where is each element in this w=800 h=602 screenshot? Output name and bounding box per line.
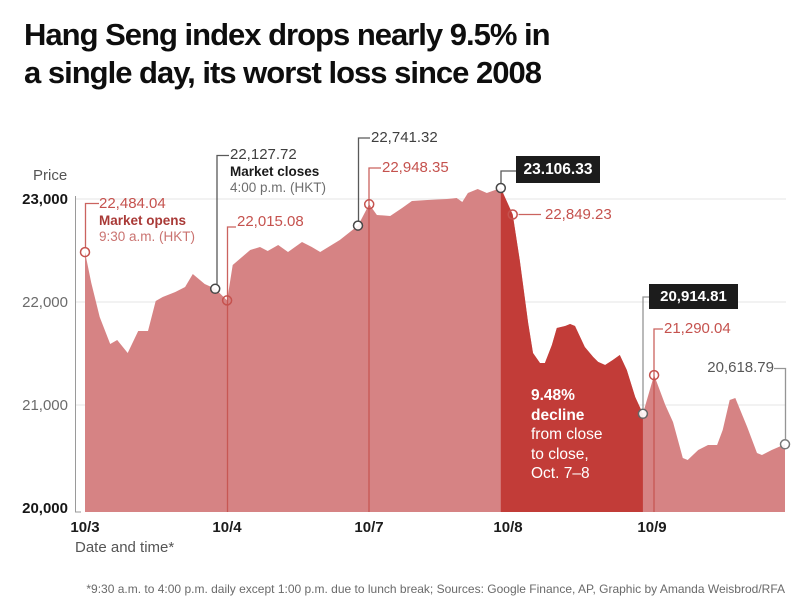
x-axis-title: Date and time* <box>75 539 175 556</box>
open-oct4-value: 22,015.08 <box>237 213 304 230</box>
leader-close-oct4 <box>357 137 370 221</box>
annotation-open-oct7: 22,948.35 <box>382 160 449 176</box>
leader-close-oct7 <box>500 170 516 183</box>
marker-close-oct8 <box>637 408 649 420</box>
open-oct3-time: 9:30 a.m. (HKT) <box>99 229 196 244</box>
title-line-1: Hang Seng index drops nearly 9.5% in <box>24 17 551 52</box>
marker-open-oct9 <box>648 369 660 381</box>
x-tick-10-3: 10/3 <box>70 519 100 536</box>
annotation-open-oct4: 22,015.08 <box>237 214 304 230</box>
annotation-market-close-oct3: 22,127.72 Market closes 4:00 p.m. (HKT) <box>230 147 326 196</box>
close-oct3-time: 4:00 p.m. (HKT) <box>230 180 327 195</box>
marker-open-oct7 <box>363 199 375 210</box>
decline-word: decline <box>531 406 585 424</box>
source-credit-line: *9:30 a.m. to 4:00 p.m. daily except 1:0… <box>86 582 785 596</box>
marker-open-oct8 <box>507 209 518 220</box>
decline-percent: 9.48% <box>531 387 575 404</box>
open-oct7-value: 22,948.35 <box>382 159 449 176</box>
marker-open-oct3 <box>79 246 91 258</box>
close-oct7-value: 23.106.33 <box>523 161 593 178</box>
price-area-decline-dark <box>500 188 643 512</box>
open-oct8-value: 22,849.23 <box>545 206 612 223</box>
decline-line-5: Oct. 7–8 <box>531 465 590 482</box>
close-oct7-highlight-box: 23.106.33 <box>516 156 600 183</box>
annotation-last-oct9: 20,618.79 <box>690 360 774 376</box>
leader-open-oct4 <box>226 226 236 512</box>
close-oct3-label: Market closes <box>230 164 320 179</box>
open-oct9-value: 21,290.04 <box>664 320 731 337</box>
marker-last-oct9 <box>779 439 791 450</box>
page-title: Hang Seng index drops nearly 9.5% in a s… <box>24 16 551 92</box>
annotation-close-oct4: 22,741.32 <box>371 130 438 146</box>
leader-last-oct9 <box>774 367 787 439</box>
annotation-market-open-oct3: 22,484.04 Market opens 9:30 a.m. (HKT) <box>99 196 195 245</box>
close-oct4-value: 22,741.32 <box>371 129 438 146</box>
decline-callout: 9.48% decline from close to close, Oct. … <box>531 386 651 484</box>
x-tick-10-8: 10/8 <box>493 519 523 536</box>
close-oct3-value: 22,127.72 <box>230 146 297 163</box>
decline-line-4: to close, <box>531 445 589 463</box>
y-tick-23000: 23,000 <box>22 191 68 208</box>
marker-close-oct3 <box>209 283 221 295</box>
close-oct8-highlight-box: 20,914.81 <box>649 284 738 309</box>
annotation-open-oct8: 22,849.23 <box>545 207 612 223</box>
leader-open-oct9 <box>653 328 663 512</box>
close-oct8-value: 20,914.81 <box>660 288 727 305</box>
x-tick-10-4: 10/4 <box>212 519 242 536</box>
y-axis-title: Price <box>33 167 68 184</box>
leader-open-oct7 <box>368 167 381 512</box>
leader-close-oct8 <box>642 296 649 409</box>
x-tick-10-9: 10/9 <box>637 519 667 536</box>
marker-open-oct4 <box>221 295 233 306</box>
y-tick-22000: 22,000 <box>22 294 68 311</box>
y-tick-20000: 20,000 <box>22 500 68 517</box>
open-oct3-label: Market opens <box>99 213 187 228</box>
title-line-2: a single day, its worst loss since 2008 <box>24 55 542 90</box>
leader-open-oct3 <box>84 202 99 247</box>
marker-close-oct4 <box>352 220 364 231</box>
leader-close-oct3 <box>216 154 229 284</box>
marker-close-oct7 <box>495 182 507 194</box>
open-oct3-value: 22,484.04 <box>99 195 166 212</box>
y-axis-line <box>75 196 81 513</box>
x-tick-10-7: 10/7 <box>354 519 384 536</box>
last-oct9-value: 20,618.79 <box>707 359 774 376</box>
y-tick-21000: 21,000 <box>22 397 68 414</box>
annotation-open-oct9: 21,290.04 <box>664 321 731 337</box>
decline-line-3: from close <box>531 426 603 443</box>
